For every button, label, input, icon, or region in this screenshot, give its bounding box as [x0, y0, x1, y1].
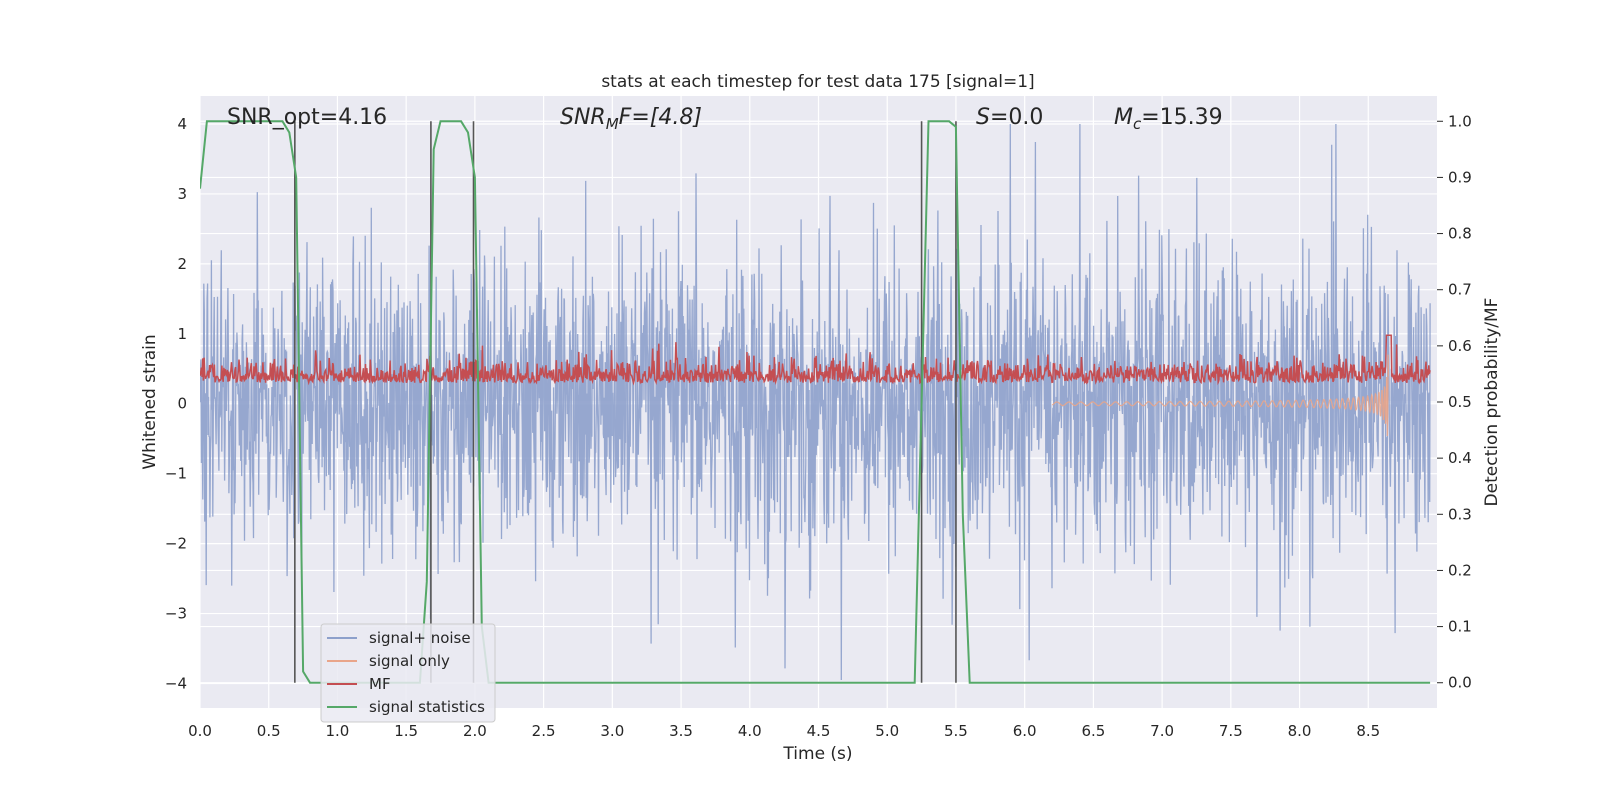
- annotation-mc: Mc=15.39: [1114, 105, 1223, 133]
- y-tick-label-right: 0.9: [1448, 168, 1472, 186]
- legend-box: [320, 623, 496, 723]
- y-tick-label-right: 0.2: [1448, 561, 1472, 579]
- x-tick-label: 3.5: [669, 722, 693, 740]
- x-tick-label: 1.0: [326, 722, 350, 740]
- x-tick-label: 8.5: [1356, 722, 1380, 740]
- x-tick-label: 1.5: [394, 722, 418, 740]
- y-tick-label: −2: [165, 535, 187, 553]
- y-tick-label: 1: [177, 325, 187, 343]
- annotation-mc-val: =15.39: [1141, 105, 1222, 130]
- x-tick-label: 7.5: [1219, 722, 1243, 740]
- x-tick-label: 8.0: [1288, 722, 1312, 740]
- annotation-snr-mf-base: SNR: [560, 105, 606, 130]
- annotation-snr-mf-rest: F=[4.8]: [619, 105, 702, 130]
- y-axis-label: Whitened strain: [140, 334, 160, 469]
- y-tick-label: 3: [177, 185, 187, 203]
- plot-traces: [200, 123, 1431, 681]
- y-tick-label-right: 0.7: [1448, 281, 1472, 299]
- x-tick-label: 3.0: [600, 722, 624, 740]
- x-tick-label: 5.0: [875, 722, 899, 740]
- annotation-snr-mf-sub: M: [606, 115, 619, 133]
- x-tick-label: 2.0: [463, 722, 487, 740]
- signal-statistics-layer: [200, 120, 1431, 684]
- annotation-s-var: S: [976, 105, 990, 130]
- x-tick-label: 0.5: [257, 722, 281, 740]
- y-tick-label-right: 1.0: [1448, 112, 1472, 130]
- annotation-mc-sub: c: [1133, 115, 1142, 133]
- annotation-snr-opt: SNR_opt=4.16: [227, 105, 387, 130]
- y-tick-label-right: 0.1: [1448, 618, 1472, 636]
- y-axis-right-label: Detection probability/MF: [1482, 298, 1502, 507]
- annotation-s-val: =0.0: [990, 105, 1043, 130]
- legend-label-signal-only: signal only: [369, 652, 450, 670]
- y-tick-label-right: 0.4: [1448, 449, 1472, 467]
- x-tick-label: 6.0: [1013, 722, 1037, 740]
- legend: signal+ noise signal only MF signal stat…: [320, 623, 496, 723]
- y-tick-label: −1: [165, 465, 187, 483]
- x-tick-label: 7.0: [1150, 722, 1174, 740]
- legend-label-signal-noise: signal+ noise: [369, 629, 471, 647]
- series-signal-noise-line: [200, 123, 1431, 681]
- y-tick-label-right: 0.6: [1448, 337, 1472, 355]
- y-tick-label-right: 0.0: [1448, 674, 1472, 692]
- series-signal-only-line: [1051, 354, 1390, 437]
- series-mf-line: [200, 334, 1431, 386]
- legend-label-mf: MF: [369, 675, 391, 693]
- y-tick-label: 2: [177, 255, 187, 273]
- x-ticks: 0.0 0.5 1.0 1.5 2.0 2.5 3.0 3.5 4.0 4.5 5.0 5.5 6.0 6…: [188, 722, 1380, 740]
- y-tick-label: 0: [177, 395, 187, 413]
- y-ticks-right: 1.0 0.9 0.8 0.7 0.6 0.5 0.4 0.3 0.2 0.1 0.0: [1437, 112, 1472, 692]
- y-tick-label-right: 0.5: [1448, 393, 1472, 411]
- annotation-s: S=0.0: [976, 105, 1043, 130]
- x-tick-label: 4.0: [738, 722, 762, 740]
- x-tick-label: 4.5: [807, 722, 831, 740]
- x-tick-label: 5.5: [944, 722, 968, 740]
- y-tick-label: −4: [165, 675, 187, 693]
- y-tick-label-right: 0.8: [1448, 225, 1472, 243]
- series-signal-statistics-line: [200, 120, 1431, 684]
- legend-label-signal-statistics: signal statistics: [369, 698, 485, 716]
- chart-title: stats at each timestep for test data 175…: [601, 72, 1034, 92]
- y-ticks-left: 4 3 2 1 0 −1 −2 −3 −4: [165, 115, 187, 693]
- annotation-snr-mf: SNRMF=[4.8]: [560, 105, 702, 133]
- x-tick-label: 6.5: [1081, 722, 1105, 740]
- y-tick-label: −3: [165, 605, 187, 623]
- y-tick-label: 4: [177, 115, 187, 133]
- x-tick-label: 0.0: [188, 722, 212, 740]
- x-axis-label: Time (s): [782, 744, 852, 764]
- annotation-mc-base: M: [1114, 105, 1133, 130]
- x-tick-label: 2.5: [532, 722, 556, 740]
- y-tick-label-right: 0.3: [1448, 505, 1472, 523]
